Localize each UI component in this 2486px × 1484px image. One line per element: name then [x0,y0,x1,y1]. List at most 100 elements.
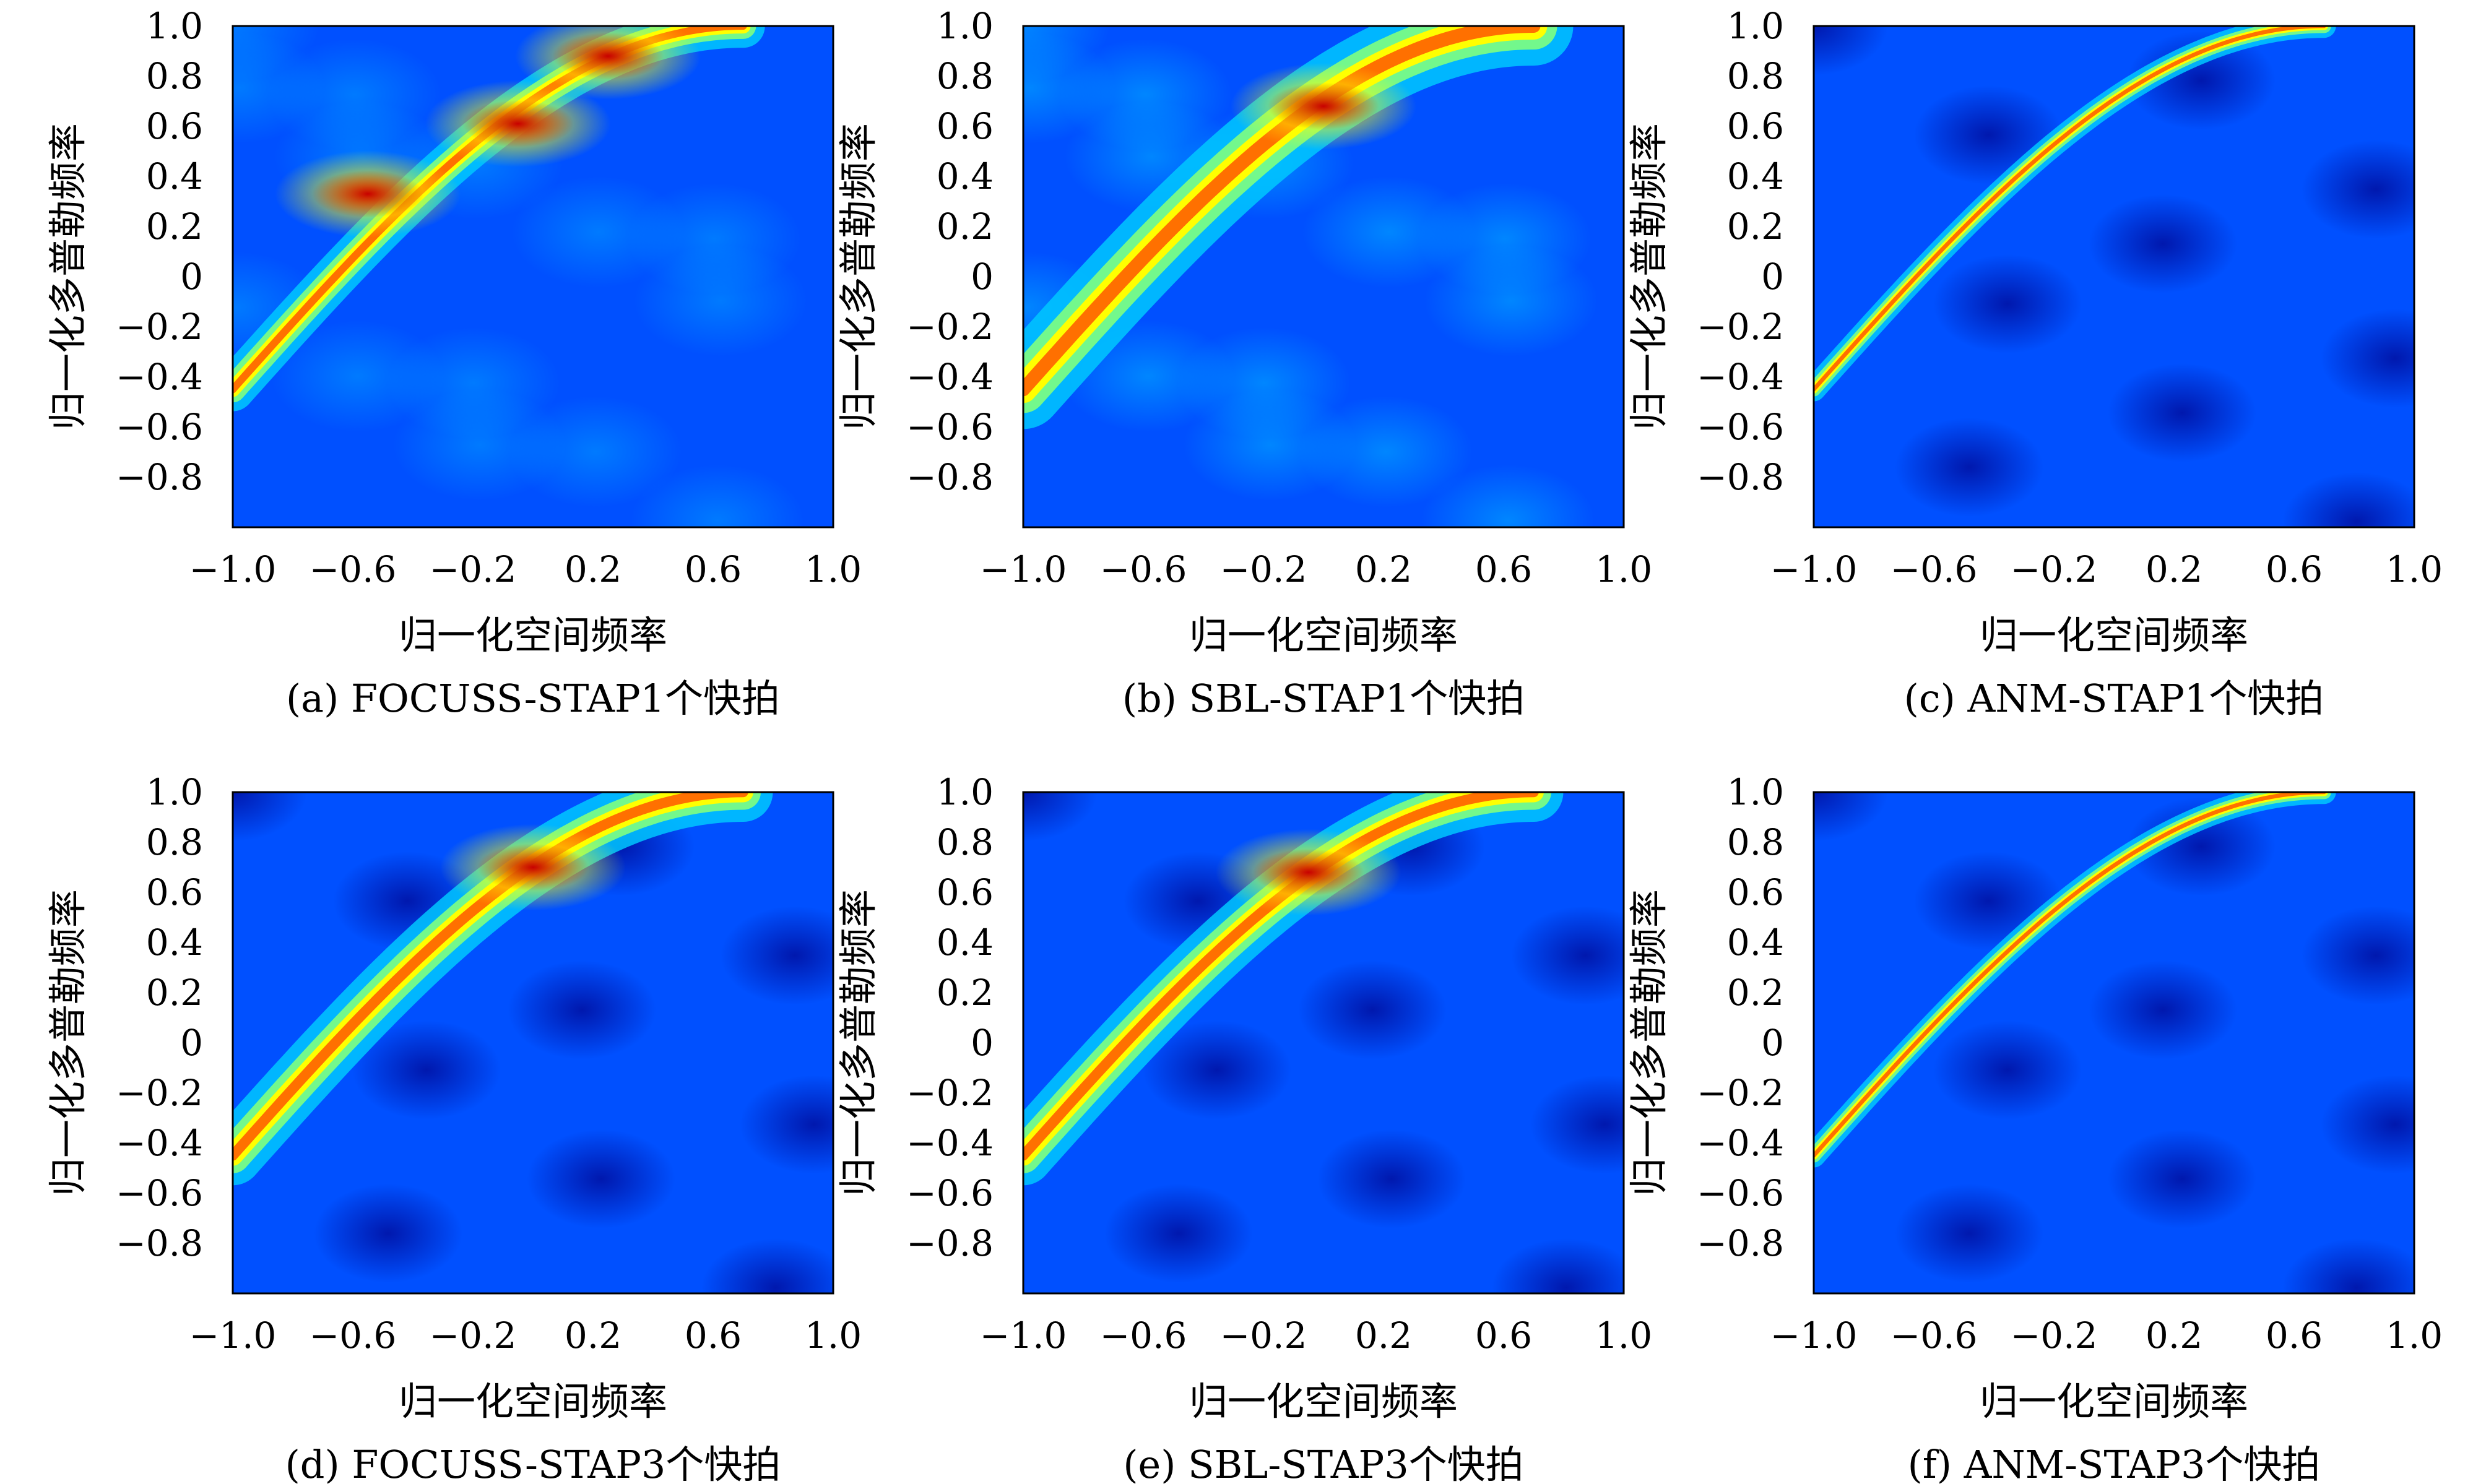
x-axis-label: 归一化空间频率 [1189,1379,1458,1424]
heatmap-dark-patch [740,1075,833,1174]
heatmap-dark-patch [2302,140,2414,239]
y-tick-label: 1.0 [937,771,994,813]
y-tick-label: 0.4 [937,921,994,964]
y-axis-label: 归一化多普勒频率 [836,123,881,430]
x-tick-label: 0.2 [2146,1314,2202,1357]
panel-caption: (a) FOCUSS-STAP1个快拍 [286,676,780,721]
heatmap-dark-patch [1104,1184,1253,1283]
heatmap-haze [512,176,685,288]
panel-caption: (b) SBL-STAP1个快拍 [1122,676,1525,721]
heatmap-haze [1184,389,1357,501]
heatmap-dark-patch [721,906,833,1005]
heatmap-dark-patch [2321,309,2414,408]
heatmap-dark-patch [1530,1075,1624,1174]
heatmap-dark-patch [527,1129,675,1228]
heatmap-dark-patch [1298,960,1447,1059]
y-tick-label: −0.8 [1697,456,1784,498]
heatmap-dark-patch [1317,1129,1466,1228]
heatmap-dark-patch [1143,1020,1291,1119]
plot-frame [232,791,834,1295]
ridge-core [1814,792,2326,1158]
x-tick-label: −0.2 [430,1314,517,1357]
x-tick-label: 1.0 [2386,1314,2443,1357]
y-axis-label: 归一化多普勒频率 [1626,889,1671,1196]
peak-core [312,170,424,218]
x-tick-label: −1.0 [980,1314,1067,1357]
y-tick-label: −0.6 [1697,1172,1784,1214]
y-tick-label: 0.6 [146,871,203,913]
x-tick-label: −1.0 [980,548,1067,590]
x-tick-label: 0.2 [565,548,622,590]
y-tick-label: 0.4 [146,155,203,197]
y-tick-label: 0.6 [937,871,994,913]
x-axis-label: 归一化空间频率 [399,1379,667,1424]
y-tick-label: 0.2 [146,972,203,1014]
heatmap-haze [634,245,807,356]
x-tick-label: 0.6 [685,1314,742,1357]
heatmap-dark-patch [701,1238,833,1293]
y-tick-label: 0.8 [937,55,994,97]
x-tick-label: −1.0 [189,548,277,590]
plot-frame [1022,25,1625,528]
heatmap-dark-patch [2127,31,2276,130]
heatmap-dark-patch [2321,1075,2414,1174]
heatmap-haze [1424,245,1598,356]
y-tick-label: −0.6 [116,1172,203,1214]
y-tick-label: 0 [971,256,994,298]
heatmap-dark-patch [233,792,307,842]
y-tick-label: 0 [180,1022,203,1064]
heatmap-dark-patch [1933,254,2082,353]
y-tick-label: −0.4 [116,356,203,398]
y-tick-label: −0.8 [1697,1222,1784,1264]
y-tick-label: −0.8 [116,456,203,498]
heatmap-dark-patch [314,1184,462,1283]
panel-caption: (c) ANM-STAP1个快拍 [1904,676,2324,721]
y-tick-label: 1.0 [146,771,203,813]
plot-frame [1022,791,1625,1295]
y-tick-label: 0.2 [1727,205,1784,248]
heatmap-dark-patch [1895,1184,2043,1283]
x-tick-label: −0.6 [1890,548,1978,590]
panel-4: 1.0 0.8 0.6 0.4 0.2 0 −0.2 −0.4 −0.6 −0.8 −1.0 −0.6… [836,771,1652,1484]
heatmap-area [1814,792,2414,1293]
heatmap-dark-patch [2108,363,2256,462]
y-axis-label: 归一化多普勒频率 [45,123,90,430]
heatmap-dark-patch [2108,1129,2256,1228]
y-tick-label: 0.8 [1727,55,1784,97]
x-tick-label: 0.6 [2266,1314,2323,1357]
y-tick-label: 0.4 [1727,155,1784,197]
y-tick-label: −0.4 [906,1122,994,1164]
x-axis-label: 归一化空间频率 [399,613,667,658]
peak-core [552,32,664,80]
peak-core [462,100,574,147]
heatmap-dark-patch [2127,797,2276,896]
x-tick-label: −0.2 [1220,548,1307,590]
y-tick-label: 0.4 [146,921,203,964]
panel-2: 1.0 0.8 0.6 0.4 0.2 0 −0.2 −0.4 −0.6 −0.8 −1.0 −0.6… [1626,5,2443,721]
y-tick-label: −0.4 [116,1122,203,1164]
y-tick-label: 0.8 [1727,821,1784,863]
x-tick-label: 0.6 [2266,548,2323,590]
panel-3: 1.0 0.8 0.6 0.4 0.2 0 −0.2 −0.4 −0.6 −0.8 −1.0 −0.6… [45,771,862,1484]
x-tick-label: 0.2 [2146,548,2202,590]
y-tick-label: 1.0 [937,5,994,47]
heatmap-area [233,26,833,527]
heatmap-dark-patch [1895,418,2043,517]
panel-caption: (d) FOCUSS-STAP3个快拍 [285,1442,781,1484]
y-tick-label: −0.2 [906,306,994,348]
y-tick-label: −0.6 [1697,406,1784,448]
y-tick-label: −0.6 [906,406,994,448]
x-tick-label: 1.0 [1595,548,1652,590]
y-tick-label: −0.4 [1697,1122,1784,1164]
y-tick-label: 0.8 [146,55,203,97]
heatmap-dark-patch [1933,1020,2082,1119]
y-axis-label: 归一化多普勒频率 [1626,123,1671,430]
y-tick-label: −0.4 [1697,356,1784,398]
x-tick-label: 0.2 [1355,548,1412,590]
x-tick-label: −1.0 [1770,548,1858,590]
y-axis-label: 归一化多普勒频率 [45,889,90,1196]
heatmap-haze [631,465,804,527]
x-tick-label: −0.2 [2011,1314,2098,1357]
panel-0: 1.0 0.8 0.6 0.4 0.2 0 −0.2 −0.4 −0.6 −0.8 −1.0 −0.6… [45,5,862,721]
heatmap-area [1814,26,2414,527]
